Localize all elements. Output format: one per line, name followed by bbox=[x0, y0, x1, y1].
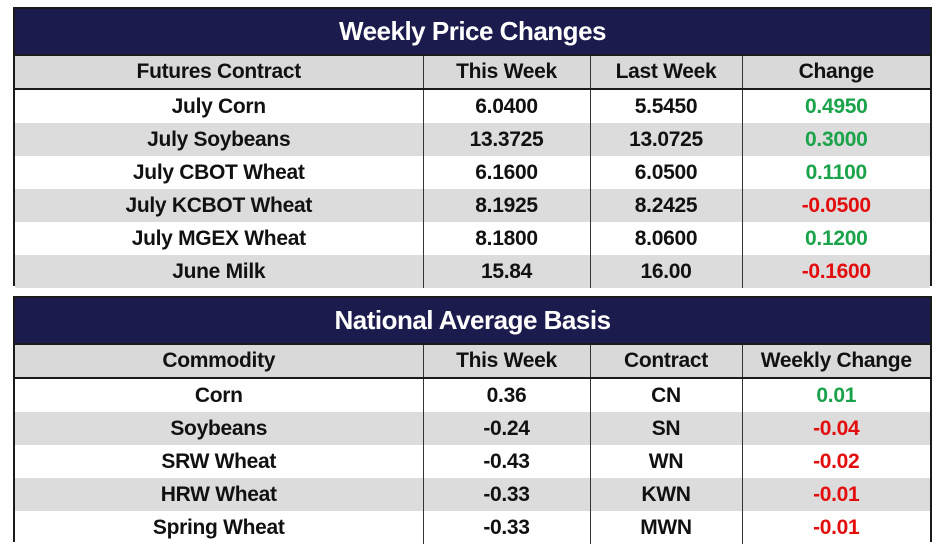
contract-name: July KCBOT Wheat bbox=[15, 189, 423, 222]
table-row: Spring Wheat -0.33 MWN -0.01 bbox=[15, 511, 930, 544]
contract-code: CN bbox=[589, 378, 742, 412]
column-header: Change bbox=[741, 56, 930, 90]
change-value: 0.4950 bbox=[741, 89, 930, 123]
contract-code: KWN bbox=[589, 478, 742, 511]
this-week-value: -0.33 bbox=[422, 478, 590, 511]
last-week-value: 8.0600 bbox=[589, 222, 742, 255]
contract-name: July Corn bbox=[15, 89, 423, 123]
change-value: -0.1600 bbox=[741, 255, 930, 288]
last-week-value: 16.00 bbox=[589, 255, 742, 288]
commodity-name: SRW Wheat bbox=[15, 445, 423, 478]
contract-code: WN bbox=[589, 445, 742, 478]
contract-name: July CBOT Wheat bbox=[15, 156, 423, 189]
header-row: Commodity This Week Contract Weekly Chan… bbox=[15, 345, 930, 379]
this-week-value: -0.24 bbox=[422, 412, 590, 445]
column-header: Contract bbox=[589, 345, 742, 379]
national-average-basis-table: National Average Basis Commodity This We… bbox=[13, 296, 932, 544]
contract-name: July Soybeans bbox=[15, 123, 423, 156]
this-week-value: -0.33 bbox=[422, 511, 590, 544]
commodity-name: Soybeans bbox=[15, 412, 423, 445]
contract-code: MWN bbox=[589, 511, 742, 544]
column-header: This Week bbox=[422, 56, 590, 90]
this-week-value: 15.84 bbox=[422, 255, 590, 288]
contract-code: SN bbox=[589, 412, 742, 445]
table-row: Soybeans -0.24 SN -0.04 bbox=[15, 412, 930, 445]
this-week-value: 6.1600 bbox=[422, 156, 590, 189]
commodity-name: Spring Wheat bbox=[15, 511, 423, 544]
column-header: This Week bbox=[422, 345, 590, 379]
this-week-value: -0.43 bbox=[422, 445, 590, 478]
table-row: July MGEX Wheat 8.1800 8.0600 0.1200 bbox=[15, 222, 930, 255]
commodity-name: Corn bbox=[15, 378, 423, 412]
header-row: Futures Contract This Week Last Week Cha… bbox=[15, 56, 930, 90]
weekly-change-value: -0.01 bbox=[741, 478, 930, 511]
this-week-value: 13.3725 bbox=[422, 123, 590, 156]
contract-name: June Milk bbox=[15, 255, 423, 288]
weekly-change-value: 0.01 bbox=[741, 378, 930, 412]
column-header: Commodity bbox=[15, 345, 423, 379]
change-value: 0.3000 bbox=[741, 123, 930, 156]
table-row: July Soybeans 13.3725 13.0725 0.3000 bbox=[15, 123, 930, 156]
last-week-value: 8.2425 bbox=[589, 189, 742, 222]
column-header: Futures Contract bbox=[15, 56, 423, 90]
change-value: -0.0500 bbox=[741, 189, 930, 222]
last-week-value: 6.0500 bbox=[589, 156, 742, 189]
change-value: 0.1100 bbox=[741, 156, 930, 189]
table-row: Corn 0.36 CN 0.01 bbox=[15, 378, 930, 412]
weekly-change-value: -0.01 bbox=[741, 511, 930, 544]
this-week-value: 0.36 bbox=[422, 378, 590, 412]
table-row: June Milk 15.84 16.00 -0.1600 bbox=[15, 255, 930, 288]
table-title: Weekly Price Changes bbox=[15, 9, 930, 56]
table-title: National Average Basis bbox=[15, 298, 930, 345]
last-week-value: 13.0725 bbox=[589, 123, 742, 156]
this-week-value: 6.0400 bbox=[422, 89, 590, 123]
this-week-value: 8.1800 bbox=[422, 222, 590, 255]
table-row: July CBOT Wheat 6.1600 6.0500 0.1100 bbox=[15, 156, 930, 189]
last-week-value: 5.5450 bbox=[589, 89, 742, 123]
this-week-value: 8.1925 bbox=[422, 189, 590, 222]
commodity-name: HRW Wheat bbox=[15, 478, 423, 511]
contract-name: July MGEX Wheat bbox=[15, 222, 423, 255]
column-header: Last Week bbox=[589, 56, 742, 90]
weekly-change-value: -0.04 bbox=[741, 412, 930, 445]
table-row: July KCBOT Wheat 8.1925 8.2425 -0.0500 bbox=[15, 189, 930, 222]
table-row: SRW Wheat -0.43 WN -0.02 bbox=[15, 445, 930, 478]
table-row: July Corn 6.0400 5.5450 0.4950 bbox=[15, 89, 930, 123]
weekly-change-value: -0.02 bbox=[741, 445, 930, 478]
column-header: Weekly Change bbox=[741, 345, 930, 379]
weekly-price-changes-table: Weekly Price Changes Futures Contract Th… bbox=[13, 7, 932, 288]
table-row: HRW Wheat -0.33 KWN -0.01 bbox=[15, 478, 930, 511]
change-value: 0.1200 bbox=[741, 222, 930, 255]
